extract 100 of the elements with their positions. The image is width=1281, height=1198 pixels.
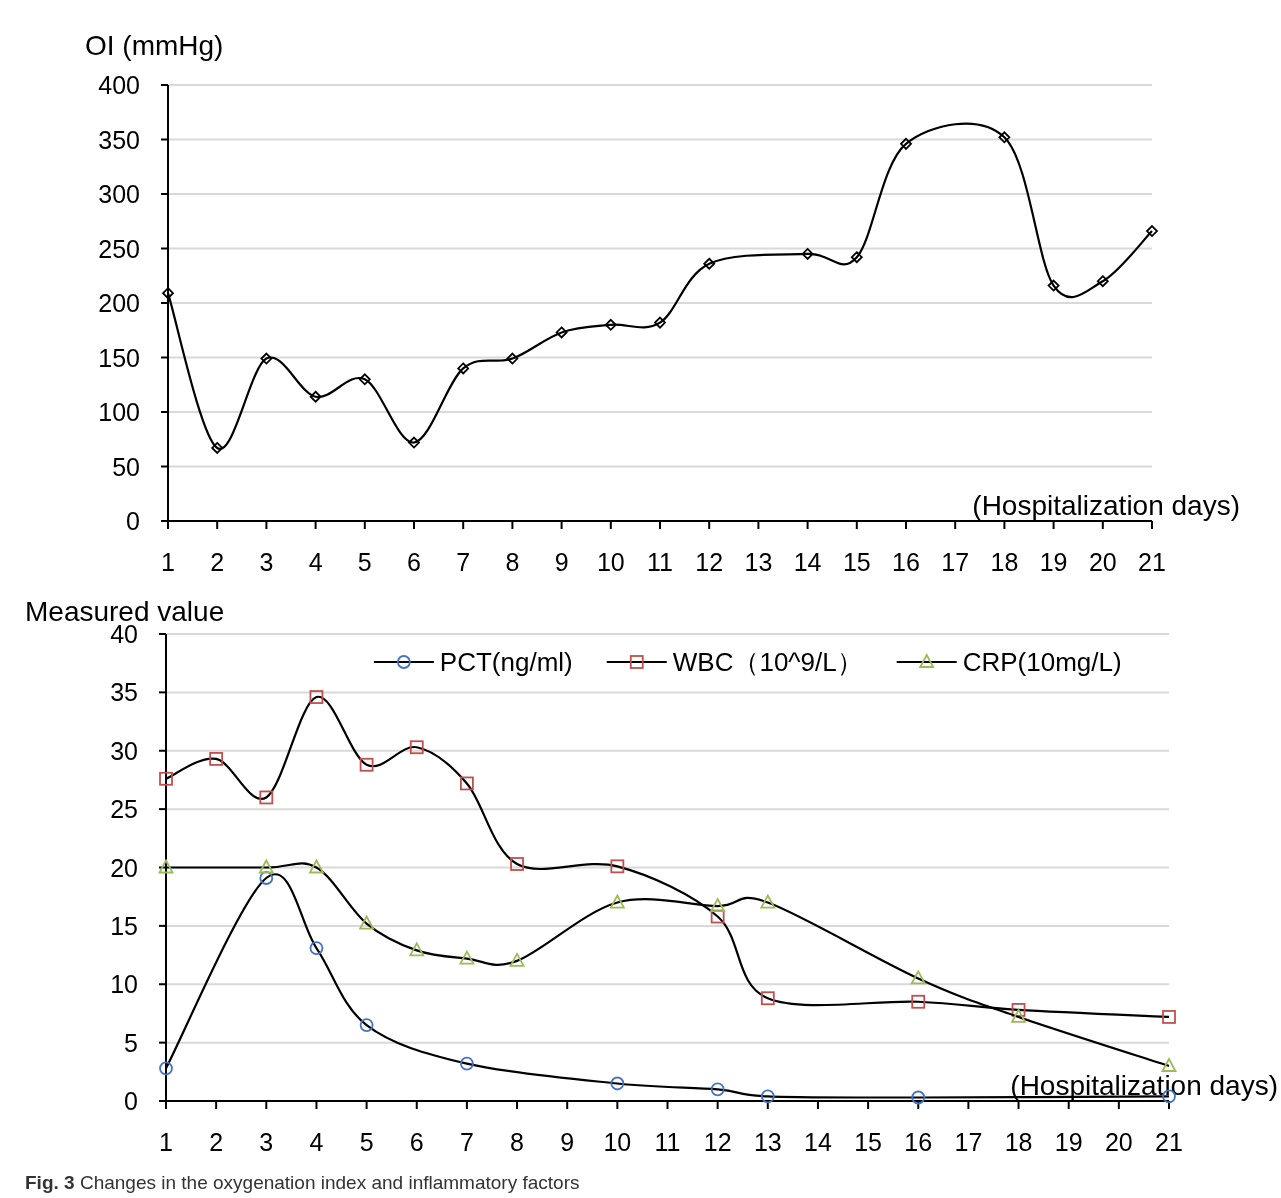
x-tick-label: 19 — [1039, 548, 1068, 576]
point — [609, 894, 625, 909]
y-tick-label: 250 — [98, 234, 140, 263]
x-tick-label: 8 — [510, 1128, 524, 1156]
y-tick-label: 400 — [98, 71, 140, 99]
x-axis-title: (Hospitalization days) — [972, 490, 1240, 521]
x-tick-label: 13 — [753, 1128, 782, 1156]
point — [850, 251, 863, 264]
x-tick-label: 5 — [359, 1128, 374, 1156]
legend-label: PCT(ng/ml) — [439, 647, 573, 677]
point — [900, 137, 912, 150]
legend-label: WBC（10^9/L） — [672, 647, 863, 677]
point — [409, 942, 425, 957]
point — [911, 994, 926, 1009]
x-tick-label: 2 — [209, 1128, 224, 1156]
point — [457, 362, 470, 375]
x-tick-label: 13 — [744, 548, 773, 576]
point — [359, 757, 374, 772]
legend-label: CRP(10mg/L) — [962, 647, 1122, 677]
x-tick-label: 11 — [654, 1128, 681, 1156]
y-tick-label: 200 — [98, 289, 140, 317]
y-tick-label: 15 — [110, 911, 138, 940]
point — [703, 257, 716, 270]
point — [610, 859, 625, 874]
point — [910, 970, 926, 985]
point — [760, 1089, 775, 1104]
point — [259, 871, 274, 885]
point — [1011, 1003, 1026, 1017]
x-tick-label: 21 — [1138, 548, 1166, 576]
point — [911, 1090, 926, 1105]
y-tick-label: 100 — [98, 398, 140, 426]
point — [162, 287, 174, 300]
x-tick-label: 5 — [357, 548, 372, 576]
point — [654, 316, 666, 329]
point — [211, 442, 224, 454]
x-tick-label: 14 — [793, 548, 822, 576]
y-tick-label: 25 — [110, 795, 138, 824]
y-tick-label: 40 — [110, 620, 138, 648]
point — [760, 991, 775, 1006]
x-tick-label: 17 — [941, 548, 970, 576]
point — [309, 941, 324, 955]
x-tick-label: 10 — [596, 548, 625, 576]
point — [710, 898, 726, 912]
text: Fig. 3 Changes in the oxygenation index and inflammatory factors — [25, 1172, 580, 1193]
x-tick-label: 6 — [409, 1128, 424, 1156]
x-axis-title: (Hospitalization days) — [1010, 1070, 1278, 1101]
point — [510, 857, 524, 871]
point — [610, 1076, 625, 1091]
y-axis-title: OI (mmHg) — [85, 30, 224, 61]
x-tick-label: 4 — [308, 548, 323, 576]
point — [604, 318, 617, 331]
point — [359, 915, 374, 930]
point — [459, 950, 475, 965]
point — [801, 248, 814, 260]
x-tick-label: 20 — [1088, 548, 1117, 576]
x-tick-label: 6 — [407, 548, 421, 576]
y-tick-label: 300 — [98, 180, 140, 208]
x-tick-label: 16 — [892, 548, 920, 576]
x-tick-label: 2 — [210, 548, 225, 576]
point — [509, 953, 525, 967]
point — [460, 1056, 474, 1071]
point — [260, 352, 273, 365]
x-tick-label: 12 — [695, 548, 724, 576]
point — [506, 352, 519, 365]
x-tick-label: 9 — [554, 548, 569, 576]
y-tick-label: 0 — [126, 507, 140, 535]
point — [1161, 1058, 1177, 1072]
x-tick-label: 15 — [854, 1128, 883, 1156]
point — [1162, 1010, 1176, 1024]
x-tick-label: 20 — [1104, 1128, 1133, 1156]
x-tick-label: 21 — [1155, 1128, 1183, 1156]
x-tick-label: 8 — [505, 548, 520, 576]
point — [710, 1082, 725, 1097]
point — [309, 859, 324, 874]
point — [159, 771, 173, 786]
point — [159, 1061, 173, 1076]
x-tick-label: 18 — [990, 548, 1019, 576]
y-tick-label: 0 — [124, 1087, 138, 1115]
x-tick-label: 19 — [1054, 1128, 1083, 1156]
x-tick-label: 11 — [647, 548, 673, 576]
point — [1047, 279, 1060, 292]
x-tick-label: 3 — [259, 1128, 274, 1156]
point — [408, 436, 420, 449]
point — [460, 776, 474, 791]
x-tick-label: 12 — [703, 1128, 732, 1156]
x-tick-label: 18 — [1004, 1128, 1033, 1156]
x-tick-label: 17 — [954, 1128, 983, 1156]
point — [309, 390, 322, 403]
x-tick-label: 1 — [161, 548, 175, 576]
x-tick-label: 4 — [309, 1128, 324, 1156]
x-tick-label: 1 — [159, 1128, 173, 1156]
point — [158, 859, 174, 874]
y-tick-label: 150 — [98, 343, 140, 372]
y-tick-label: 30 — [110, 736, 138, 765]
point — [1146, 225, 1158, 237]
point — [555, 326, 568, 339]
x-tick-label: 3 — [259, 548, 274, 576]
point — [409, 740, 424, 755]
x-tick-label: 7 — [456, 548, 471, 576]
x-tick-label: 10 — [603, 1128, 632, 1156]
